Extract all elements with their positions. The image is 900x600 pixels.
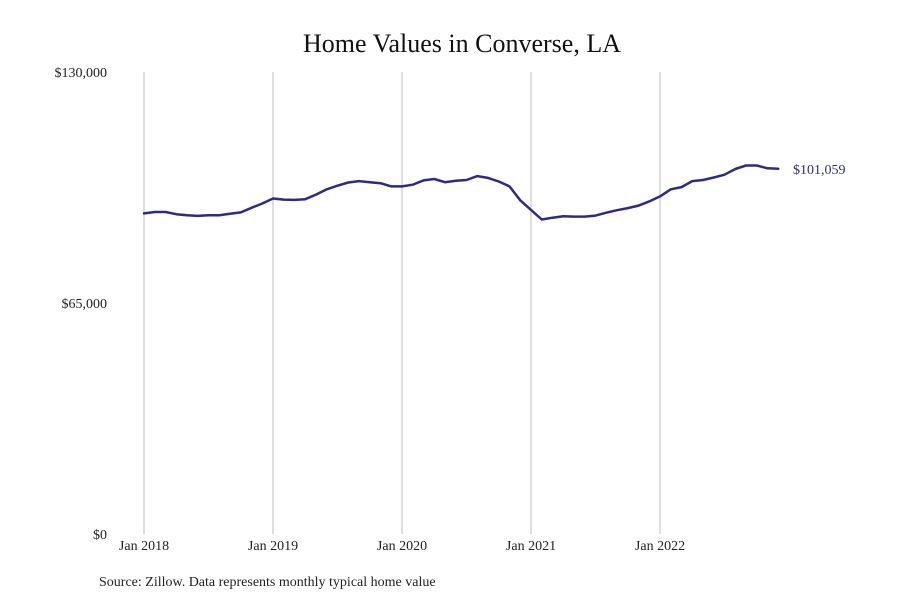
end-value-label: $101,059: [793, 163, 846, 178]
source-note: Source: Zillow. Data represents monthly …: [99, 575, 436, 590]
x-tick-label: Jan 2020: [377, 539, 427, 554]
x-axis-ticks: Jan 2018 Jan 2019 Jan 2020 Jan 2021 Jan 2022: [119, 539, 685, 554]
y-tick-label: $130,000: [55, 66, 108, 81]
y-tick-label: $65,000: [62, 297, 108, 312]
y-tick-label: $0: [93, 528, 107, 543]
chart-title: Home Values in Converse, LA: [303, 29, 621, 58]
gridlines: [143, 72, 661, 534]
x-tick-label: Jan 2019: [248, 539, 298, 554]
x-tick-label: Jan 2021: [506, 539, 556, 554]
x-tick-label: Jan 2022: [635, 539, 685, 554]
x-tick-label: Jan 2018: [119, 539, 169, 554]
y-axis-ticks: $0 $65,000 $130,000: [55, 66, 108, 543]
series-line: [142, 164, 780, 221]
